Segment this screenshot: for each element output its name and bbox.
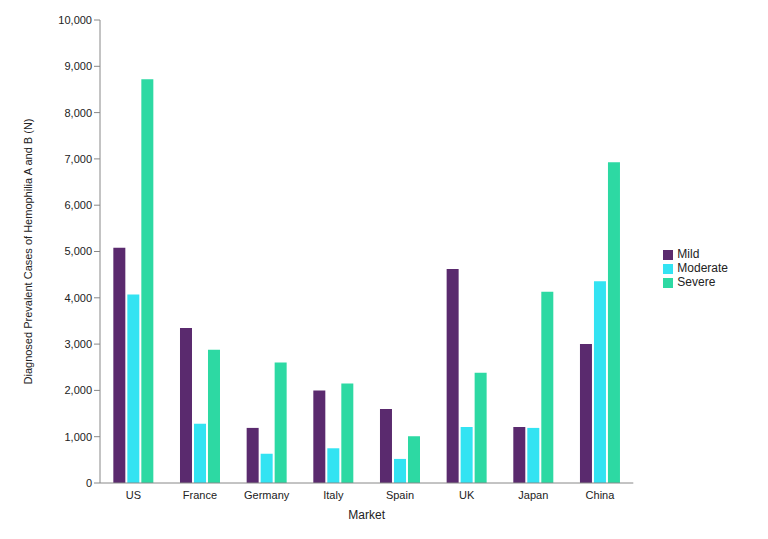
- svg-text:4,000: 4,000: [64, 292, 92, 304]
- svg-text:0: 0: [86, 477, 92, 489]
- svg-text:UK: UK: [459, 489, 475, 501]
- html-text:Severe: Severe: [677, 275, 716, 289]
- svg-text:Italy: Italy: [323, 489, 344, 501]
- svg-text:5,000: 5,000: [64, 245, 92, 257]
- svg-text:Germany: Germany: [244, 489, 290, 501]
- svg-text:9,000: 9,000: [64, 60, 92, 72]
- svg-text:Diagnosed Prevalent Cases of H: Diagnosed Prevalent Cases of Hemophilia …: [22, 119, 34, 385]
- html-text:Moderate: Moderate: [677, 261, 728, 275]
- svg-text:France: France: [183, 489, 217, 501]
- svg-text:10,000: 10,000: [58, 14, 92, 26]
- svg-text:Spain: Spain: [386, 489, 414, 501]
- html-text:Mild: Mild: [677, 247, 700, 261]
- svg-text:3,000: 3,000: [64, 338, 92, 350]
- svg-text:China: China: [586, 489, 616, 501]
- svg-text:Market: Market: [348, 508, 385, 522]
- svg-text:2,000: 2,000: [64, 384, 92, 396]
- svg-text:8,000: 8,000: [64, 107, 92, 119]
- svg-text:7,000: 7,000: [64, 153, 92, 165]
- svg-text:6,000: 6,000: [64, 199, 92, 211]
- svg-text:US: US: [126, 489, 141, 501]
- svg-text:Japan: Japan: [518, 489, 548, 501]
- svg-text:1,000: 1,000: [64, 431, 92, 443]
